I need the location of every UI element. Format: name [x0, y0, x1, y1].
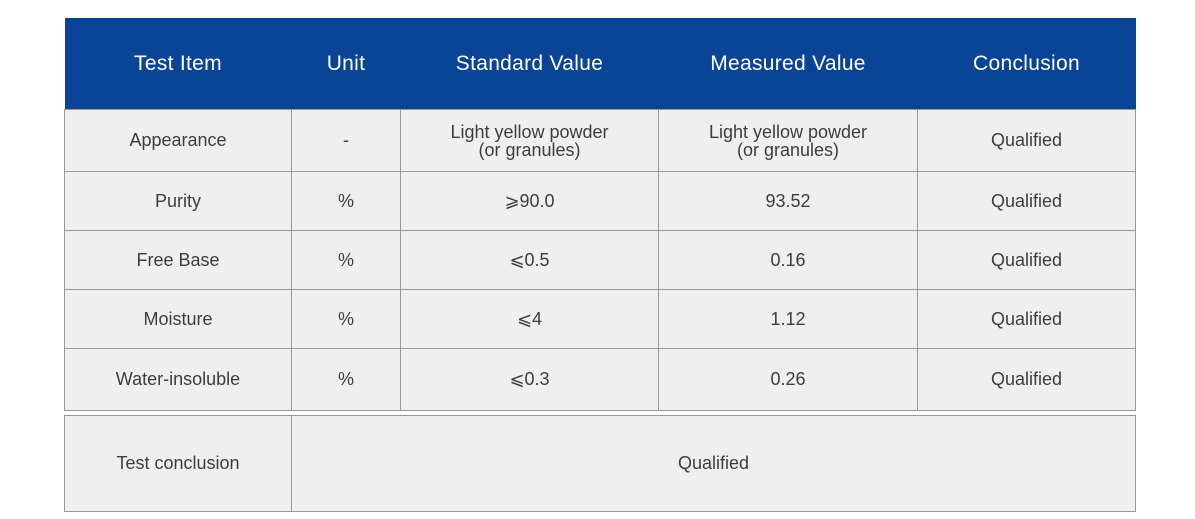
cell-standard: ⩾90.0: [400, 171, 659, 231]
cell-item: Appearance: [64, 109, 292, 172]
column-header-test-item: Test Item: [64, 18, 292, 110]
column-header-conclusion: Conclusion: [917, 18, 1136, 110]
cell-item: Purity: [64, 171, 292, 231]
cell-conclusion: Qualified: [917, 289, 1136, 349]
cell-standard: ⩽0.5: [400, 230, 659, 290]
cell-measured: 0.16: [658, 230, 918, 290]
test-conclusion-value: Qualified: [291, 415, 1136, 512]
column-header-standard-value: Standard Value: [400, 18, 659, 110]
table-row-moisture: Moisture % ⩽4 1.12 Qualified: [64, 289, 1136, 349]
cell-unit: %: [291, 348, 401, 411]
table-row-appearance: Appearance - Light yellow powder (or gra…: [64, 109, 1136, 172]
test-conclusion-label: Test conclusion: [64, 415, 292, 512]
test-report-table: Test Item Unit Standard Value Measured V…: [64, 18, 1136, 512]
cell-conclusion: Qualified: [917, 171, 1136, 231]
cell-unit: -: [291, 109, 401, 172]
cell-standard: ⩽0.3: [400, 348, 659, 411]
cell-unit: %: [291, 171, 401, 231]
cell-unit: %: [291, 289, 401, 349]
table-row: Test conclusion Qualified: [64, 415, 1136, 512]
cell-unit: %: [291, 230, 401, 290]
cell-standard: ⩽4: [400, 289, 659, 349]
cell-conclusion: Qualified: [917, 230, 1136, 290]
table-row-purity: Purity % ⩾90.0 93.52 Qualified: [64, 171, 1136, 231]
cell-measured: 1.12: [658, 289, 918, 349]
cell-measured: 0.26: [658, 348, 918, 411]
table-row-free-base: Free Base % ⩽0.5 0.16 Qualified: [64, 230, 1136, 290]
cell-item: Free Base: [64, 230, 292, 290]
cell-conclusion: Qualified: [917, 109, 1136, 172]
header-row: Test Item Unit Standard Value Measured V…: [64, 18, 1136, 110]
column-header-unit: Unit: [291, 18, 401, 110]
column-header-measured-value: Measured Value: [658, 18, 918, 110]
cell-measured: Light yellow powder (or granules): [658, 109, 918, 172]
cell-conclusion: Qualified: [917, 348, 1136, 411]
table-row-water-insoluble: Water-insoluble % ⩽0.3 0.26 Qualified: [64, 348, 1136, 411]
cell-measured: 93.52: [658, 171, 918, 231]
spec-table: Test Item Unit Standard Value Measured V…: [64, 18, 1136, 411]
cell-item: Water-insoluble: [64, 348, 292, 411]
cell-standard: Light yellow powder (or granules): [400, 109, 659, 172]
cell-item: Moisture: [64, 289, 292, 349]
test-conclusion-row: Test conclusion Qualified: [64, 415, 1136, 512]
